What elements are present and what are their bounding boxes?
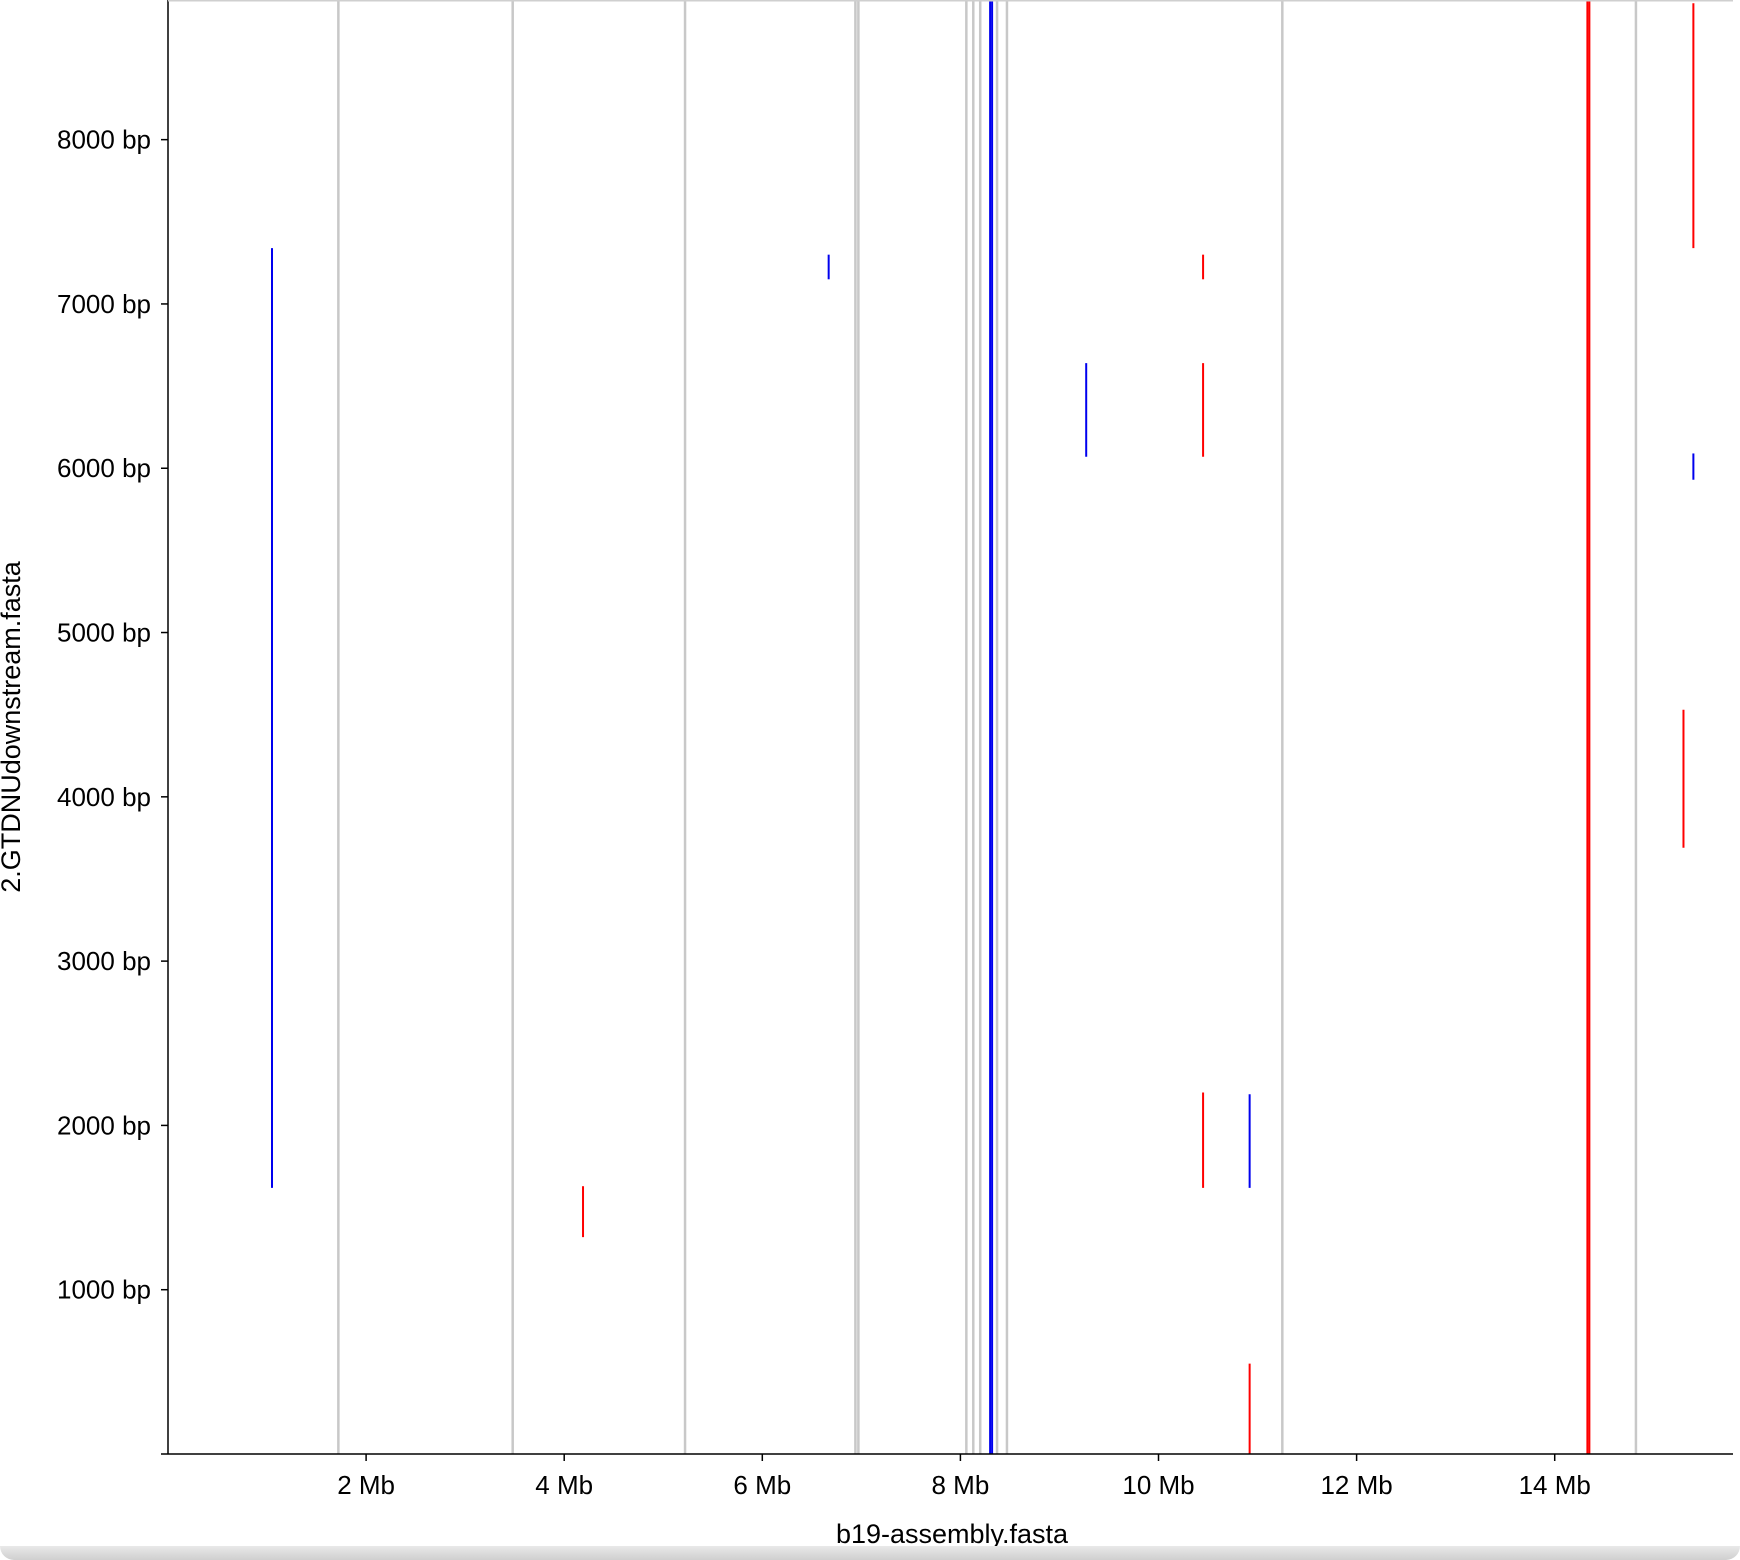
y-tick-label: 8000 bp <box>57 125 151 155</box>
x-tick-label: 14 Mb <box>1519 1470 1591 1500</box>
y-tick-label: 2000 bp <box>57 1110 151 1140</box>
x-tick-label: 6 Mb <box>733 1470 791 1500</box>
y-tick-label: 7000 bp <box>57 289 151 319</box>
y-axis-label: 2.GTDNUdownstream.fasta <box>0 560 26 893</box>
x-tick-label: 8 Mb <box>931 1470 989 1500</box>
y-tick-label: 4000 bp <box>57 782 151 812</box>
y-tick-label: 3000 bp <box>57 946 151 976</box>
reverse-alignments <box>582 0 1695 1454</box>
x-tick-label: 10 Mb <box>1122 1470 1194 1500</box>
y-tick-label: 5000 bp <box>57 618 151 648</box>
forward-alignments <box>271 0 1695 1454</box>
x-axis-label: b19-assembly.fasta <box>836 1519 1069 1549</box>
x-tick-label: 12 Mb <box>1320 1470 1392 1500</box>
x-tick-label: 4 Mb <box>535 1470 593 1500</box>
y-tick-label: 6000 bp <box>57 453 151 483</box>
x-tick-label: 2 Mb <box>337 1470 395 1500</box>
y-tick-label: 1000 bp <box>57 1275 151 1305</box>
plot-area <box>168 0 1733 1454</box>
x-axis-ticks: 2 Mb 4 Mb 6 Mb 8 Mb 10 Mb 12 Mb 14 Mb <box>337 1454 1591 1500</box>
contig-boundaries <box>337 0 1638 1454</box>
y-axis-ticks: 1000 bp 2000 bp 3000 bp 4000 bp 5000 bp 6000 … <box>57 125 168 1455</box>
